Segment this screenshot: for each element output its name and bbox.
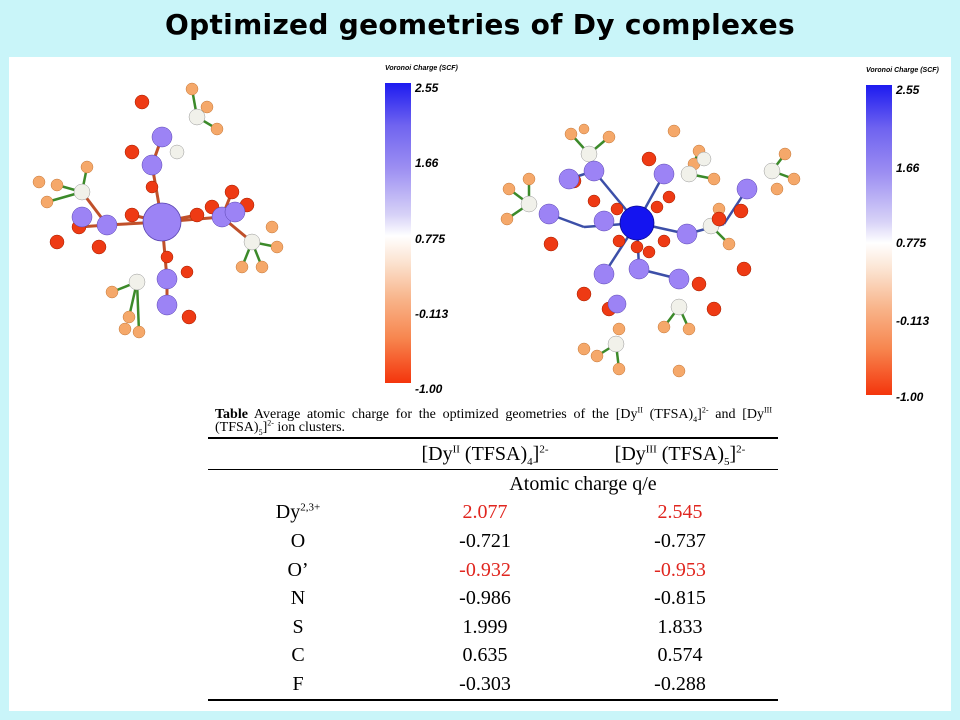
unit-row: Atomic charge q/e [208, 470, 778, 499]
table-row: O’ -0.932 -0.953 [208, 556, 778, 585]
charge-table-block: Table Average atomic charge for the opti… [208, 405, 778, 701]
table-row: N -0.986 -0.815 [208, 584, 778, 613]
molecule-dy3-tfsa5 [500, 123, 801, 378]
table-row: S 1.999 1.833 [208, 613, 778, 642]
colorbar-tick: 1.66 [896, 161, 920, 175]
colorbar-tick: 1.66 [415, 156, 439, 170]
central-dy-atom [142, 202, 182, 242]
charge-table: [DyII (TFSA)4]2- [DyIII (TFSA)5]2- Atomi… [208, 437, 778, 701]
atom-label: C [291, 644, 305, 667]
table-caption: Table Average atomic charge for the opti… [215, 405, 772, 437]
charge-value-dy3: -0.815 [654, 587, 706, 610]
colorbar-tick: -0.113 [415, 307, 449, 321]
charge-value-dy2: 0.635 [462, 644, 508, 667]
page-title: Optimized geometries of Dy complexes [165, 8, 795, 41]
charge-value-dy2: -0.986 [459, 587, 511, 610]
colorbar-tick: -1.00 [896, 390, 924, 404]
central-dy-atom [619, 205, 655, 241]
charge-value-dy3: -0.737 [654, 529, 706, 552]
column-header-dy2: [DyII (TFSA)4]2- [388, 437, 582, 470]
atom-label: N [290, 587, 306, 610]
colorbar-left: Voronoi Charge (SCF) 2.55 1.66 0.775 -0.… [385, 65, 475, 405]
charge-value-dy3: -0.288 [582, 670, 778, 701]
colorbar-gradient [385, 83, 411, 383]
colorbar-tick: -0.113 [896, 314, 930, 328]
colorbar-title: Voronoi Charge (SCF) [385, 65, 458, 72]
content-panel: Voronoi Charge (SCF) 2.55 1.66 0.775 -0.… [9, 57, 951, 711]
colorbar-title: Voronoi Charge (SCF) [866, 67, 939, 74]
charge-value-dy2: 2.077 [462, 501, 508, 524]
table-header-row: [DyII (TFSA)4]2- [DyIII (TFSA)5]2- [208, 437, 778, 470]
table-row: F -0.303 -0.288 [208, 670, 778, 701]
charge-value-dy3: -0.953 [654, 558, 706, 581]
atom-label: O [290, 529, 306, 552]
colorbar-tick: -1.00 [415, 382, 443, 396]
charge-value-dy2: -0.303 [388, 670, 582, 701]
unit-label: Atomic charge q/e [509, 472, 657, 495]
charge-value-dy3: 2.545 [657, 501, 703, 524]
column-header-dy3: [DyIII (TFSA)5]2- [582, 437, 778, 470]
atom-label: F [208, 670, 388, 701]
charge-value-dy3: 1.833 [657, 615, 703, 638]
charge-value-dy2: -0.932 [459, 558, 511, 581]
colorbar-tick: 2.55 [896, 83, 920, 97]
charge-value-dy3: 0.574 [657, 644, 703, 667]
atom-label: Dy2,3+ [275, 501, 321, 524]
atom-label: O’ [287, 558, 309, 581]
table-row: O -0.721 -0.737 [208, 527, 778, 556]
table-row: C 0.635 0.574 [208, 642, 778, 671]
charge-value-dy2: 1.999 [462, 615, 508, 638]
colorbar-tick: 2.55 [415, 81, 439, 95]
colorbar-gradient [866, 85, 892, 395]
colorbar-tick: 0.775 [896, 236, 927, 250]
colorbar-right: Voronoi Charge (SCF) 2.55 1.66 0.775 -0.… [866, 67, 946, 407]
table-row: Dy2,3+ 2.077 2.545 [208, 499, 778, 528]
charge-value-dy2: -0.721 [459, 529, 511, 552]
colorbar-tick: 0.775 [415, 232, 446, 246]
molecule-dy2-tfsa4 [32, 82, 284, 339]
atom-label: S [292, 615, 304, 638]
